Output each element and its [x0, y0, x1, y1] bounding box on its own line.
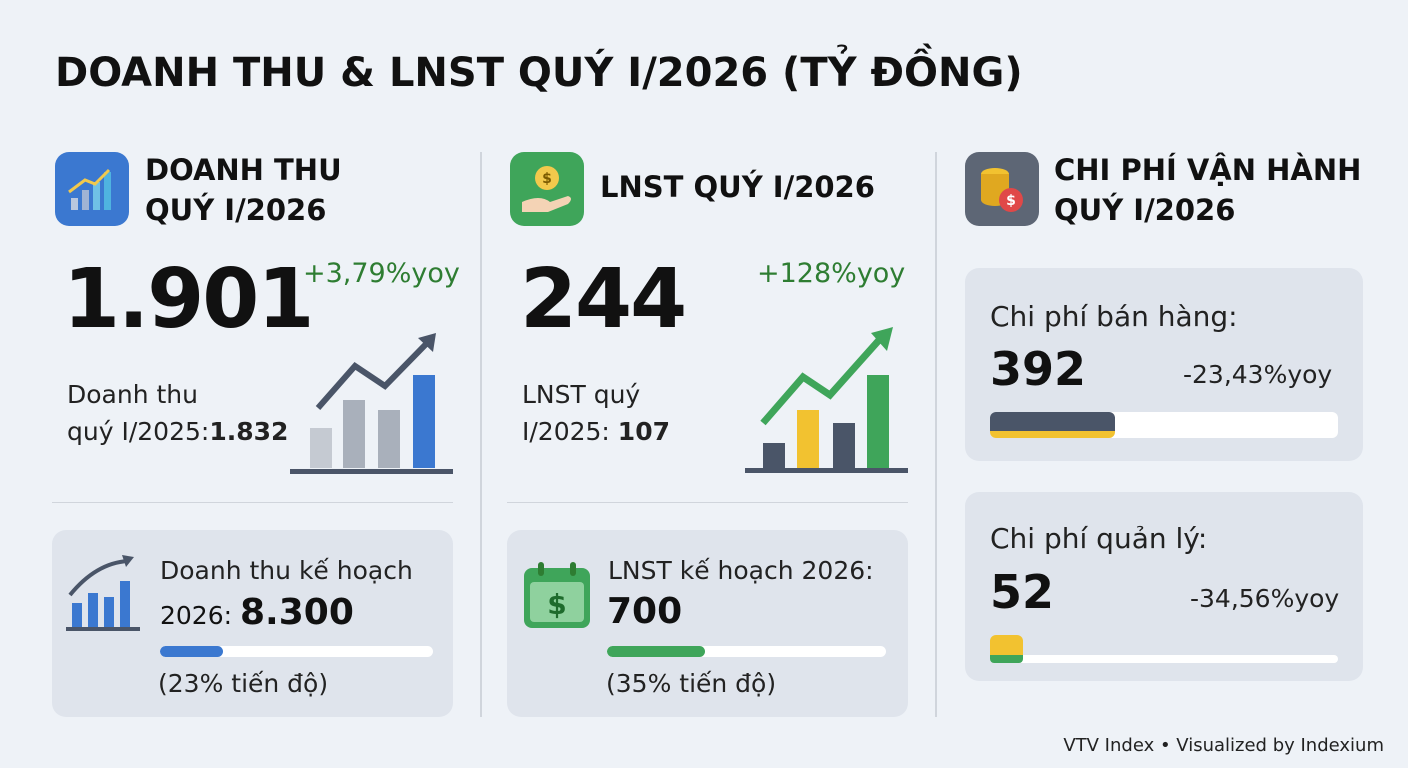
change: -34,56%yoy — [1190, 584, 1340, 613]
divider — [935, 152, 937, 717]
progress-track — [607, 646, 886, 657]
profit-icon: $ — [510, 152, 584, 226]
plan-value: 700 — [607, 591, 683, 632]
chart-icon — [745, 327, 908, 473]
cost-icon: $ — [965, 152, 1039, 226]
divider — [507, 502, 908, 503]
svg-text:$: $ — [547, 588, 566, 621]
svg-text:$: $ — [542, 171, 552, 187]
progress-label: (35% tiến độ) — [606, 669, 777, 698]
plan-label: LNST kế hoạch 2026: — [608, 556, 874, 585]
heading: DOANH THU QUÝ I/2026 — [145, 153, 342, 227]
profit-value: 244 — [520, 252, 687, 347]
divider — [52, 502, 453, 503]
plan-label: Doanh thu kế hoạch — [160, 556, 413, 585]
progress-bar — [160, 646, 223, 657]
cost-bar — [990, 635, 1338, 663]
footer: VTV Index • Visualized by Indexium — [1063, 735, 1384, 756]
plan-icon — [66, 555, 140, 631]
svg-text:$: $ — [1006, 193, 1016, 209]
cost-bar — [990, 412, 1338, 438]
cost-card — [965, 492, 1363, 681]
change: +128%yoy — [757, 258, 906, 289]
progress-bar — [607, 646, 705, 657]
heading: LNST QUÝ I/2026 — [600, 170, 875, 204]
cost-value: 392 — [990, 342, 1087, 396]
cost-label: Chi phí quản lý: — [990, 522, 1208, 555]
divider — [480, 152, 482, 717]
progress-track — [160, 646, 433, 657]
prior-label: LNST quý I/2025: 107 — [522, 380, 670, 446]
revenue-value: 1.901 — [63, 252, 314, 347]
calendar-icon: $ — [524, 562, 590, 628]
progress-label: (23% tiến độ) — [158, 669, 329, 698]
cost-label: Chi phí bán hàng: — [990, 300, 1238, 333]
change: -23,43%yoy — [1183, 360, 1333, 389]
heading: CHI PHÍ VẬN HÀNH QUÝ I/2026 — [1054, 153, 1362, 227]
chart-icon — [290, 333, 453, 474]
change: +3,79%yoy — [303, 258, 460, 289]
cost-value: 52 — [990, 565, 1055, 619]
plan-value: 2026: 8.300 — [160, 592, 354, 633]
revenue-icon — [55, 152, 129, 226]
title: DOANH THU & LNST QUÝ I/2026 (TỶ ĐỒNG) — [55, 50, 1023, 96]
prior-label: Doanh thu quý I/2025:1.832 — [67, 380, 289, 446]
